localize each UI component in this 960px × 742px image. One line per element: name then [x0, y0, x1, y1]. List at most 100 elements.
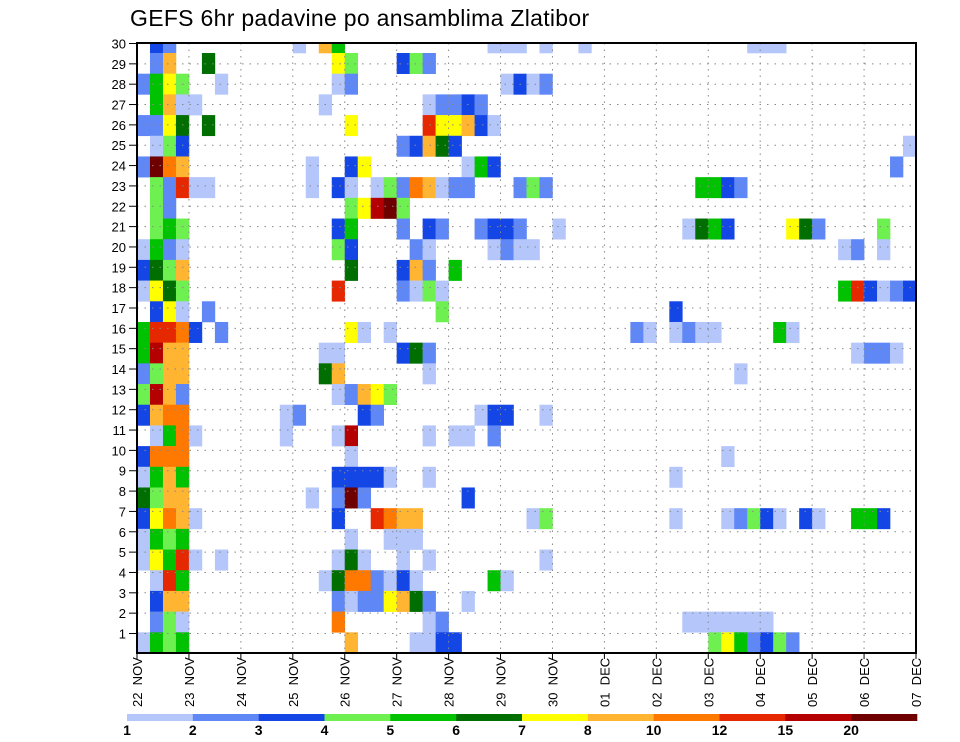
heatmap-cell [344, 384, 359, 406]
heatmap-cell [539, 404, 553, 426]
heatmap-cell [357, 590, 371, 612]
heatmap-cell [188, 321, 203, 343]
heatmap-cell [448, 94, 462, 116]
heatmap-cell [461, 177, 475, 199]
heatmap-cell [487, 218, 501, 240]
heatmap-cell [435, 94, 449, 116]
heatmap-cell [331, 43, 346, 54]
heatmap-cell [162, 43, 177, 54]
heatmap-cell [175, 342, 190, 364]
heatmap-cell [175, 177, 190, 199]
heatmap-cell [344, 466, 359, 488]
y-tick-label: 8 [119, 484, 126, 499]
heatmap-cell [175, 384, 190, 406]
colorbar-swatch [851, 714, 918, 721]
heatmap-cell [513, 239, 527, 261]
heatmap-cell [383, 384, 397, 406]
heatmap-cell [331, 239, 346, 261]
heatmap-cell [396, 342, 410, 364]
heatmap-cell [344, 73, 359, 95]
heatmap-cell [474, 115, 488, 137]
heatmap-cell [487, 425, 501, 447]
heatmap-cell [137, 239, 151, 261]
heatmap-cell [175, 156, 190, 178]
heatmap-cell [175, 301, 190, 323]
heatmap-cell [162, 549, 177, 571]
y-tick-label: 26 [112, 118, 126, 133]
heatmap-cell [344, 632, 359, 654]
heatmap-cell [149, 115, 164, 137]
heatmap-cell [435, 301, 449, 323]
heatmap-cell [669, 508, 683, 530]
heatmap-cell [435, 280, 449, 302]
heatmap-cell [435, 135, 449, 157]
heatmap-cell [695, 321, 709, 343]
heatmap-cell [539, 549, 553, 571]
heatmap-cell [344, 590, 359, 612]
heatmap-cell [149, 239, 164, 261]
heatmap-cell [396, 259, 410, 281]
heatmap-cell [357, 321, 371, 343]
heatmap-cell [383, 177, 397, 199]
heatmap-cell [331, 611, 346, 633]
heatmap-cell [396, 549, 410, 571]
heatmap-cell [162, 384, 177, 406]
heatmap-cell [695, 611, 709, 633]
heatmap-cell [370, 466, 384, 488]
heatmap-cell [149, 177, 164, 199]
heatmap-cell [162, 280, 177, 302]
colorbar-label: 5 [386, 722, 394, 738]
heatmap-cell [838, 239, 852, 261]
heatmap-cell [500, 43, 514, 54]
y-tick-label: 5 [119, 545, 126, 560]
x-tick-label: 01 DEC [597, 658, 612, 707]
heatmap-cell [409, 239, 423, 261]
heatmap-cell [137, 342, 151, 364]
heatmap-cell [747, 611, 761, 633]
heatmap-cell [344, 197, 359, 219]
y-tick-label: 23 [112, 179, 126, 194]
heatmap-cell [175, 239, 190, 261]
colorbar: 1 2 3 4 5 6 7 8 10 12 15 20 [123, 714, 918, 738]
heatmap-cell [318, 342, 333, 364]
heatmap-cell [422, 94, 436, 116]
heatmap-cell [137, 259, 151, 281]
heatmap-cell [409, 135, 423, 157]
heatmap-cell [201, 177, 216, 199]
heatmap-cell [864, 508, 878, 530]
colorbar-label: 1 [123, 722, 131, 738]
heatmap-cell [721, 508, 735, 530]
y-tick-label: 19 [112, 260, 126, 275]
heatmap-cell [409, 280, 423, 302]
heatmap-cell [435, 632, 449, 654]
heatmap-cell [149, 197, 164, 219]
heatmap-cell [487, 404, 501, 426]
heatmap-cell [162, 177, 177, 199]
heatmap-cell [162, 611, 177, 633]
heatmap-cell [461, 115, 475, 137]
heatmap-cell [331, 425, 346, 447]
y-axis: 1234567891011121314151617181920212223242… [112, 37, 137, 642]
heatmap-cell [747, 43, 761, 54]
heatmap-cell [137, 404, 151, 426]
heatmap-cell [513, 218, 527, 240]
heatmap-cell [175, 611, 190, 633]
heatmap-cell [162, 404, 177, 426]
heatmap-cell [331, 590, 346, 612]
heatmap-cell [292, 43, 307, 54]
heatmap-cell [682, 218, 696, 240]
heatmap-cell [149, 384, 164, 406]
heatmap-cell [162, 301, 177, 323]
heatmap-cell [214, 73, 229, 95]
heatmap-cell [201, 53, 216, 74]
heatmap-cell [422, 466, 436, 488]
heatmap-cell [357, 384, 371, 406]
colorbar-swatch [653, 714, 720, 721]
heatmap-cell [474, 156, 488, 178]
heatmap-cell [357, 570, 371, 592]
heatmap-cell [396, 528, 410, 550]
x-tick-label: 23 NOV [182, 657, 197, 707]
heatmap-cell [877, 508, 891, 530]
heatmap-cell [357, 549, 371, 571]
x-tick-label: 07 DEC [909, 658, 924, 707]
